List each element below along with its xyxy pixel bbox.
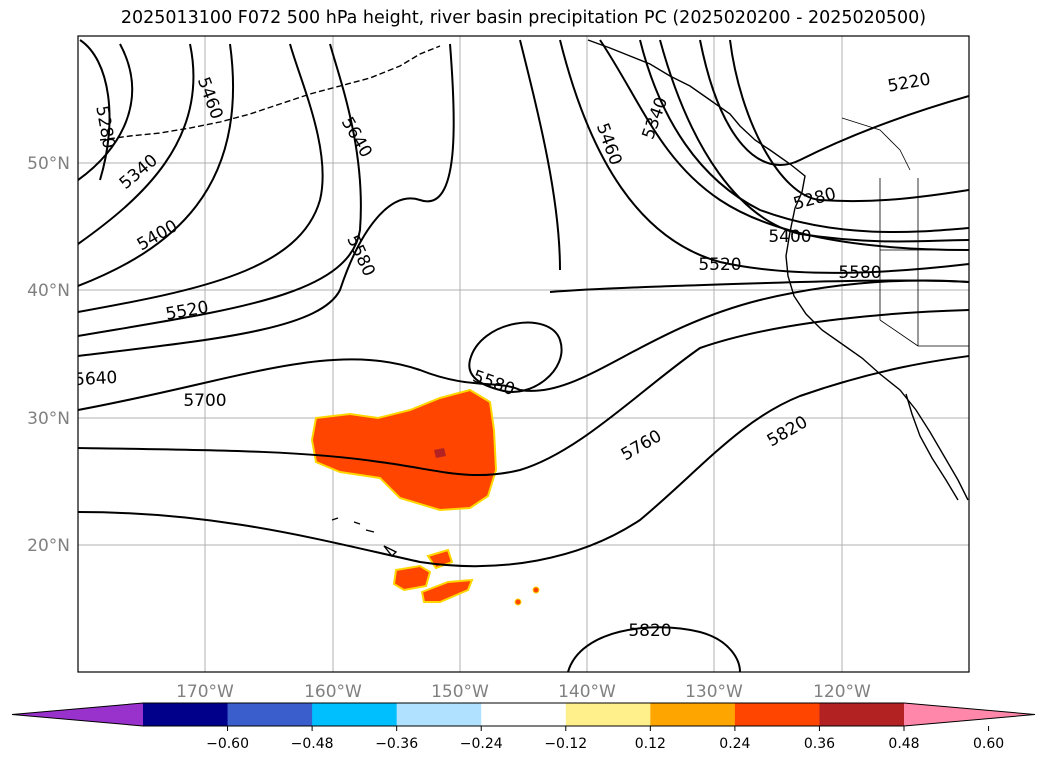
contour-5580-west <box>78 43 362 337</box>
colorbar-tick-label: 0.48 <box>888 736 919 752</box>
precip-region-hawaii-3 <box>420 578 474 603</box>
colorbar-tick-label: −0.36 <box>375 736 418 752</box>
colorbar-extend-max <box>904 703 1035 726</box>
colorbar-tick-label: −0.48 <box>291 736 334 752</box>
contour-label: 5400 <box>768 227 811 247</box>
contour-label: 5520 <box>698 255 741 275</box>
contour-label: 5820 <box>628 621 671 641</box>
contour-label: 5700 <box>183 391 226 411</box>
lon-label: 150°W <box>431 682 489 702</box>
longitude-labels: 170°W 160°W 150°W 140°W 130°W 120°W <box>176 682 871 702</box>
colorbar-bin <box>819 703 905 726</box>
colorbar-bin <box>481 703 567 726</box>
lon-label: 130°W <box>685 682 743 702</box>
contour-5580-trough <box>468 321 563 393</box>
colorbar-outline <box>11 702 1036 727</box>
contour-label: 5640 <box>74 368 118 390</box>
contour-5460-west <box>78 43 235 287</box>
colorbar-tick-label: −0.12 <box>544 736 587 752</box>
contour-5340-east <box>639 39 969 234</box>
contour-5400-east <box>659 39 969 243</box>
contour-5700 <box>78 279 969 411</box>
contour-5340-west <box>78 43 134 181</box>
contour-5520-west <box>78 43 324 313</box>
lon-label: 170°W <box>176 682 234 702</box>
colorbar-bin <box>312 703 398 726</box>
colorbar-tick-label: −0.24 <box>460 736 503 752</box>
lat-label: 50°N <box>27 154 70 174</box>
colorbar-bin <box>143 703 229 726</box>
contour-5520-east <box>559 39 969 274</box>
precip-speck-2 <box>532 586 540 594</box>
contour-5460-east <box>599 39 969 251</box>
lon-label: 120°W <box>813 682 871 702</box>
colorbar-tick-label: 0.36 <box>804 736 835 752</box>
baja-california <box>905 393 959 501</box>
contour-5400-west <box>78 43 195 245</box>
canada-inland-border <box>841 117 911 171</box>
hawaii-islands <box>331 517 398 558</box>
lon-label: 140°W <box>558 682 616 702</box>
contour-5820 <box>78 355 969 568</box>
aleutian-islands <box>99 45 441 141</box>
precip-core <box>434 448 446 458</box>
contour-5580-east <box>549 279 969 293</box>
contour-5640-west <box>78 43 455 357</box>
contour-5280-west <box>79 39 111 181</box>
contour-5280-east <box>729 39 969 203</box>
colorbar-tick-label: 0.24 <box>719 736 750 752</box>
colorbar-bin <box>227 703 313 726</box>
west-coast <box>785 207 969 501</box>
colorbar-bin <box>396 703 482 726</box>
map-title: 2025013100 F072 500 hPa height, river ba… <box>120 8 927 28</box>
colorbar-extend-min <box>12 703 143 726</box>
contour-5580-ridge <box>519 39 561 271</box>
precip-speck-1 <box>514 598 522 606</box>
contour-label: 5580 <box>838 263 881 283</box>
lat-label: 40°N <box>27 281 70 301</box>
lon-label: 160°W <box>304 682 362 702</box>
colorbar-tick-label: −0.60 <box>206 736 249 752</box>
lat-label: 20°N <box>27 536 70 556</box>
coastlines <box>99 39 969 558</box>
lat-label: 30°N <box>27 409 70 429</box>
contour-5820-south <box>567 626 741 672</box>
precip-region-main <box>310 388 498 512</box>
colorbar-tick-label: 0.12 <box>635 736 666 752</box>
precip-region-hawaii-1 <box>392 564 432 592</box>
colorbar-bin <box>734 703 820 726</box>
height-contours <box>78 39 969 672</box>
colorbar-bin <box>565 703 651 726</box>
precipitation-shading <box>310 388 540 606</box>
colorbar: −0.60 −0.48 −0.36 −0.24 −0.12 0.12 0.24 0.36 0.4… <box>11 702 1036 752</box>
colorbar-tick-label: 0.60 <box>973 736 1004 752</box>
contour-5220 <box>699 39 969 166</box>
colorbar-bin <box>650 703 736 726</box>
map-plot-area: 5280 5460 5640 5340 5400 5580 5520 5640 … <box>74 36 969 672</box>
contour-5760 <box>78 309 969 477</box>
latitude-labels: 50°N 40°N 30°N 20°N <box>27 154 70 556</box>
map-frame <box>77 35 970 673</box>
alaska-coast <box>587 39 806 209</box>
